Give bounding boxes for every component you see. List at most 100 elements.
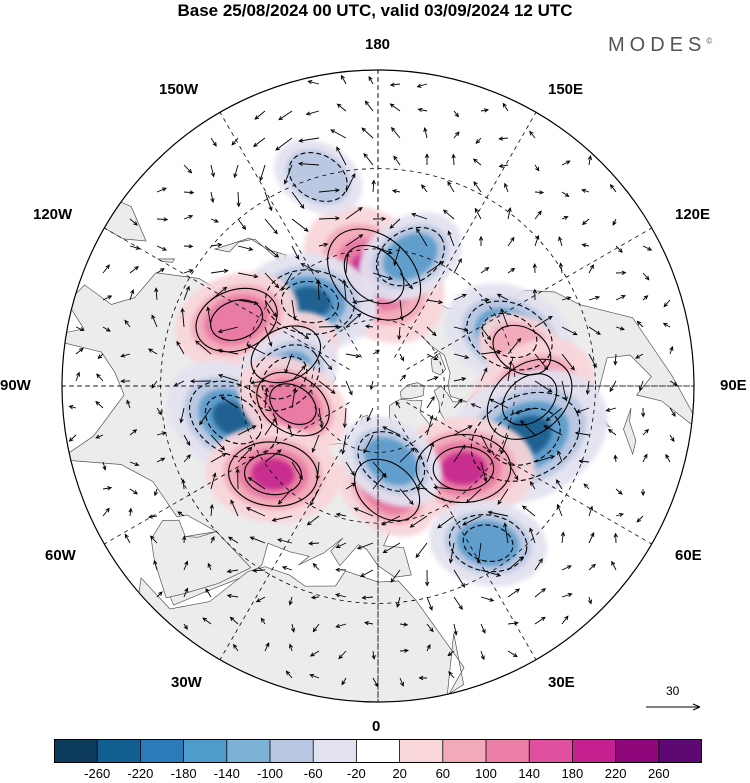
wind-arrow [642,453,648,463]
wind-arrow [235,467,240,490]
wind-arrow [581,188,590,193]
wind-arrow [543,425,563,436]
contour-line [281,280,339,324]
wind-arrow [341,434,347,455]
wind-arrow [335,623,347,629]
wind-arrow [587,155,593,166]
wind-arrow [233,164,239,179]
wind-arrow [345,173,356,193]
wind-arrow [480,367,488,382]
wind-arrow [298,161,320,166]
wind-arrow [345,353,361,359]
wind-arrow [189,379,212,384]
wind-arrow [207,562,212,571]
wind-arrow [473,181,482,193]
wind-arrow [480,297,490,303]
wind-arrow [545,407,563,422]
lon-label-30w: 30W [171,674,202,691]
wind-arrow [316,278,321,301]
wind-arrow [129,461,140,467]
wind-arrow [507,556,524,571]
wind-arrow [183,164,193,174]
wind-arrow [181,478,186,490]
wind-arrow [156,245,168,251]
wind-arrow [635,353,644,359]
wind-arrow [411,212,428,220]
wind-arrow [281,566,293,571]
wind-arrow [371,650,376,660]
wind-arrow [520,420,536,436]
wind-arrow [210,137,217,147]
wind-arrow [233,643,239,652]
wind-arrow [209,503,214,517]
wind-arrow [237,446,253,463]
wind-arrow [615,245,623,253]
wind-arrow [102,326,111,332]
wind-arrow [230,499,239,517]
wind-arrow [309,650,320,657]
colorbar-swatch [270,739,314,763]
wind-arrow [264,245,280,258]
wind-arrow [426,353,439,361]
wind-arrow [318,380,336,394]
wind-arrow [147,514,158,519]
wind-arrow [415,542,428,559]
wind-arrow [231,137,239,146]
wind-arrow [561,326,578,336]
anomaly-contour-set [492,324,552,376]
wind-arrow [291,326,310,340]
wind-arrow [291,387,297,409]
wind-arrow [318,188,340,193]
anomaly-contour-set [195,287,278,353]
meridian-line [406,402,652,545]
arabian-peninsula-landmass [150,519,252,599]
chart-title: Base 25/08/2024 00 UTC, valid 03/09/2024… [177,1,573,20]
wind-arrow [451,153,456,166]
wind-arrow [507,461,519,481]
wind-arrow [307,80,320,85]
colorbar-tick-label: 220 [604,766,627,781]
wind-arrow [364,100,374,112]
wind-arrow [453,623,458,636]
wind-arrow [210,164,216,178]
wind-arrow [260,617,266,625]
wind-arrow [315,461,320,481]
wind-arrow [341,74,347,85]
wind-arrow [555,479,563,490]
wind-arrow [102,295,113,301]
wind-arrow [561,296,572,301]
wind-arrow [364,620,374,626]
wind-arrow [534,315,553,328]
wind-arrow [97,353,104,359]
wind-arrow [183,214,194,220]
wind-arrow [345,252,350,274]
wind-arrow [298,137,320,143]
wind-arrow [312,562,320,571]
wind-arrow [68,434,77,442]
wind-arrow [421,184,428,193]
wind-arrow [153,559,158,571]
wind-arrow [210,434,226,451]
wind-arrow [102,507,110,517]
colorbar-tick-label: -20 [346,766,366,781]
wind-arrow [558,262,564,274]
wind-arrow [561,615,569,625]
wind-arrow [177,511,185,517]
lon-label-90e: 90E [720,377,747,394]
wind-arrow [437,515,455,529]
map-boundary [61,69,695,703]
wind-arrow [120,353,131,358]
wind-arrow [390,569,401,583]
wind-arrow [124,533,131,544]
wind-arrow [372,245,393,254]
anomaly-contour-set [486,358,573,440]
wind-arrow [426,261,445,274]
wind-arrow [210,286,228,301]
wind-arrow [129,289,135,301]
wind-arrow [102,486,113,491]
wind-arrow [588,326,601,335]
wind-arrow [288,643,294,652]
wind-arrow [173,380,185,387]
wind-arrow [252,568,266,573]
wind-arrow [409,515,428,528]
